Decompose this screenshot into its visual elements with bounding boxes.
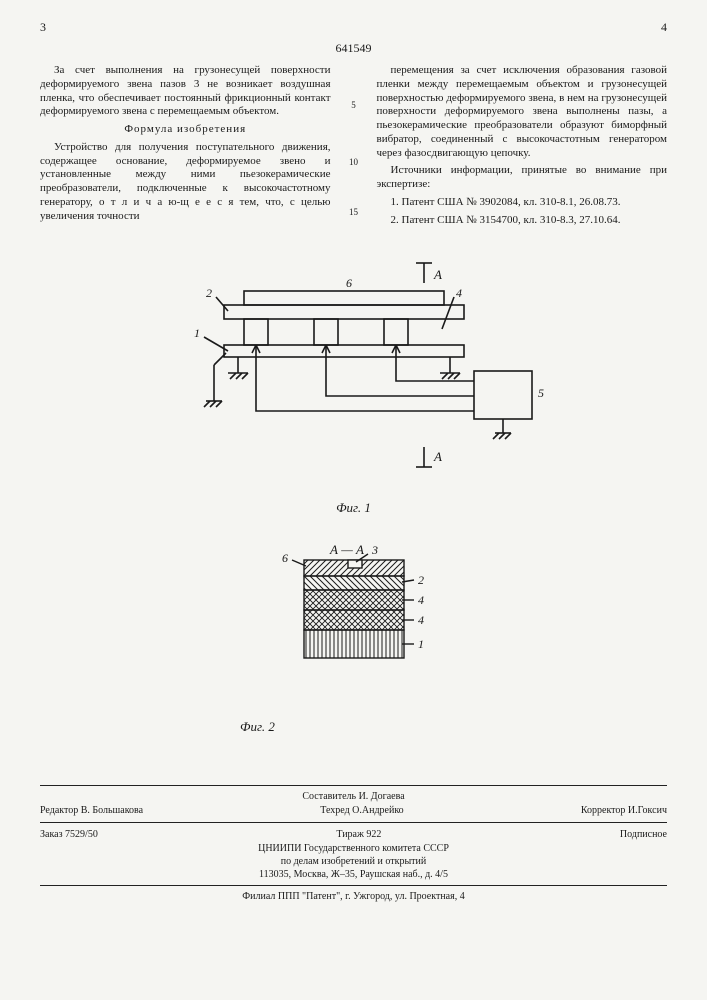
patent-number: 641549 — [40, 41, 667, 56]
footer-editor: Редактор В. Большакова — [40, 805, 143, 816]
line-num-5: 5 — [347, 100, 361, 111]
right-p1: перемещения за счет исключения образован… — [377, 64, 668, 160]
page-num-right: 4 — [661, 20, 667, 35]
fig2-caption: Фиг. 2 — [240, 719, 667, 735]
page-num-left: 3 — [40, 20, 46, 35]
footer-org2: по делам изобретений и открытий — [40, 855, 667, 868]
line-num-10: 10 — [347, 157, 361, 168]
footer-tirazh: Тираж 922 — [336, 829, 381, 840]
figure-2: А — А 6 3 2 — [40, 540, 667, 735]
svg-text:3: 3 — [371, 543, 378, 557]
svg-text:A: A — [433, 449, 442, 464]
svg-text:2: 2 — [206, 286, 212, 300]
svg-text:A: A — [433, 267, 442, 282]
svg-text:1: 1 — [418, 637, 424, 651]
svg-text:4: 4 — [418, 613, 424, 627]
right-column: перемещения за счет исключения образован… — [377, 64, 668, 231]
footer-addr: 113035, Москва, Ж–35, Раушская наб., д. … — [40, 868, 667, 881]
figure-1: A 6 2 4 1 — [40, 261, 667, 516]
svg-text:6: 6 — [282, 551, 288, 565]
left-p2: Устройство для получения поступательного… — [40, 141, 331, 224]
fig2-svg: А — А 6 3 2 — [244, 540, 464, 710]
svg-text:А — А: А — А — [329, 542, 364, 557]
sources-title: Источники информации, принятые во вниман… — [377, 164, 668, 192]
footer-org1: ЦНИИПИ Государственного комитета СССР — [40, 842, 667, 855]
line-num-15: 15 — [347, 207, 361, 218]
formula-title: Формула изобретения — [40, 123, 331, 137]
svg-text:2: 2 — [418, 573, 424, 587]
svg-text:1: 1 — [194, 326, 200, 340]
page-header: 3 4 — [40, 20, 667, 35]
footer-subscription: Подписное — [620, 829, 667, 840]
footer-block: Составитель И. Догаева Редактор В. Больш… — [40, 785, 667, 903]
svg-text:4: 4 — [456, 286, 462, 300]
left-column: За счет выполнения на грузонесущей повер… — [40, 64, 331, 231]
line-numbers: 5 10 15 — [347, 64, 361, 231]
svg-text:6: 6 — [346, 276, 352, 290]
svg-text:4: 4 — [418, 593, 424, 607]
fig1-caption: Фиг. 1 — [40, 500, 667, 516]
footer-branch: Филиал ППП "Патент", г. Ужгород, ул. Про… — [40, 890, 667, 903]
source-1: 1. Патент США № 3902084, кл. 310-8.1, 26… — [377, 196, 668, 210]
fig1-svg: A 6 2 4 1 — [144, 261, 564, 491]
text-columns: За счет выполнения на грузонесущей повер… — [40, 64, 667, 231]
footer-corrector: Корректор И.Гоксич — [581, 805, 667, 816]
footer-tech: Техред О.Андрейко — [320, 805, 403, 816]
source-2: 2. Патент США № 3154700, кл. 310-8.3, 27… — [377, 214, 668, 228]
footer-compiler: Составитель И. Догаева — [40, 790, 667, 803]
left-p1: За счет выполнения на грузонесущей повер… — [40, 64, 331, 119]
svg-text:5: 5 — [538, 386, 544, 400]
footer-order: Заказ 7529/50 — [40, 829, 98, 840]
